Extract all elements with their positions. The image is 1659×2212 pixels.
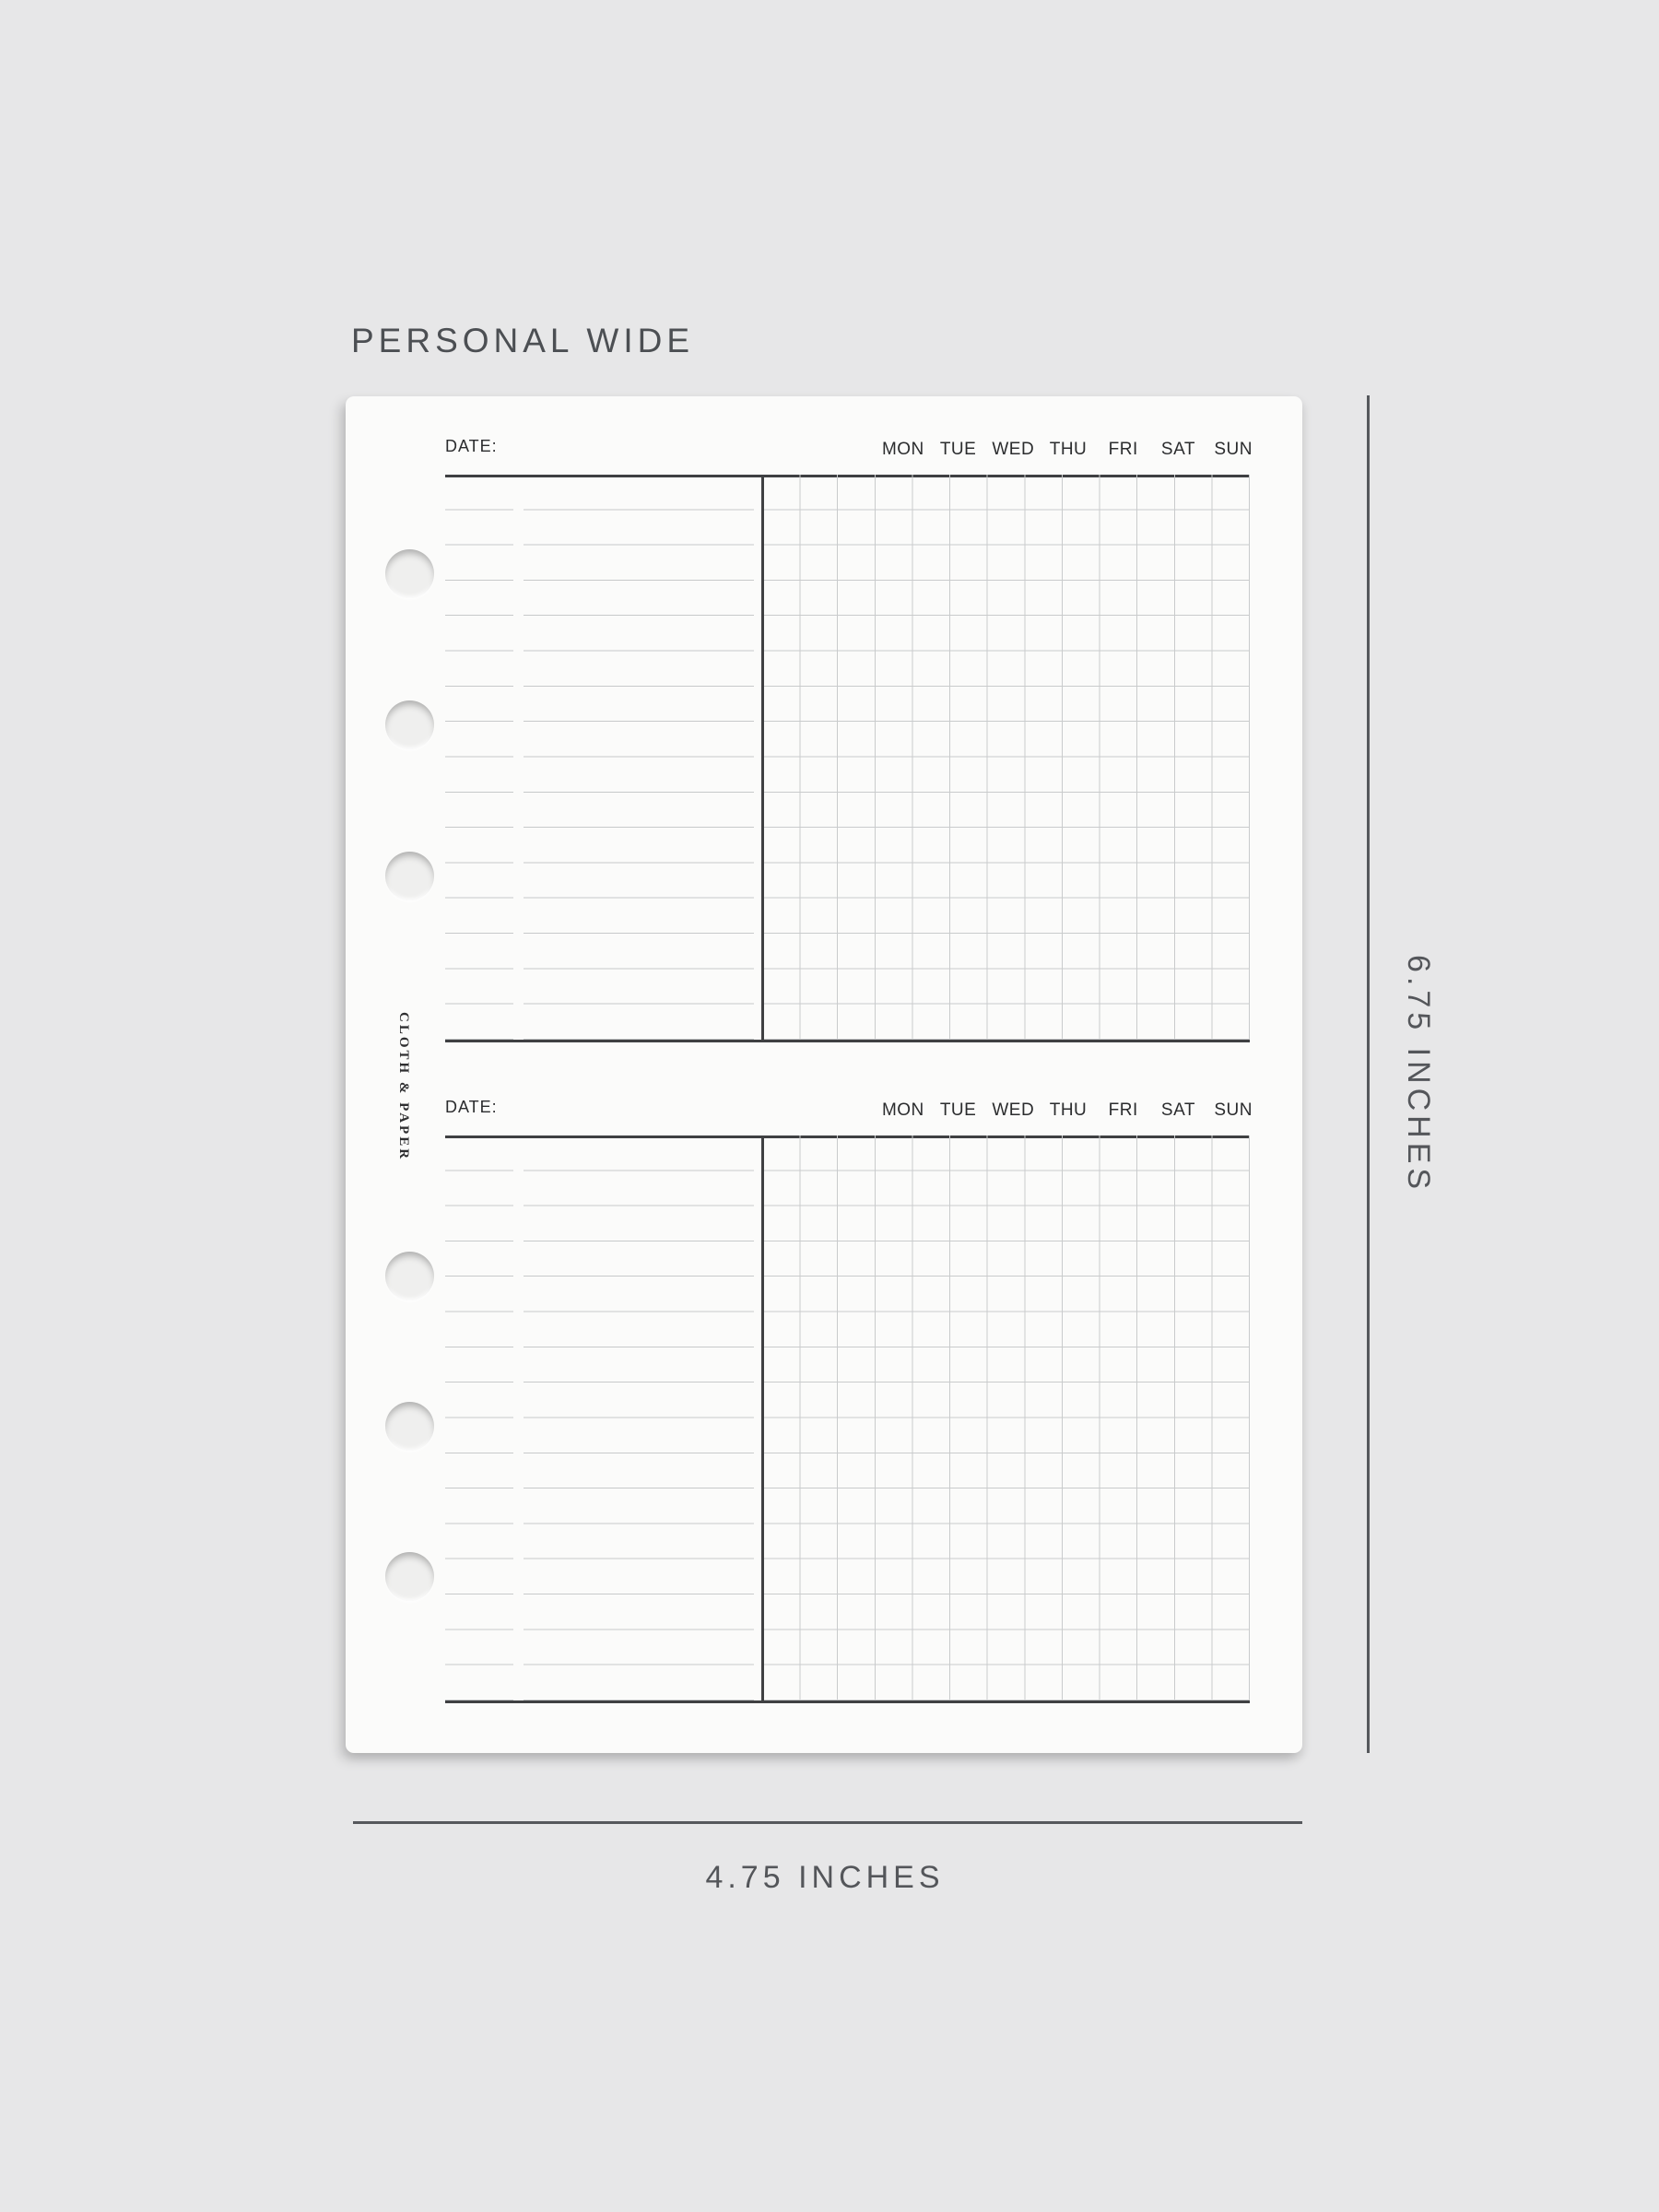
date-label: DATE: bbox=[445, 1098, 498, 1116]
day-label-wed: WED bbox=[992, 440, 1035, 459]
punch-hole bbox=[385, 549, 434, 598]
bottom-rule bbox=[445, 1040, 1250, 1042]
punch-hole bbox=[385, 1252, 434, 1300]
width-measurement-line bbox=[353, 1821, 1302, 1824]
ruled-lines-long-column bbox=[524, 475, 754, 1042]
day-header-row: MON TUE WED THU FRI SAT SUN bbox=[876, 441, 1261, 458]
planner-section-bottom: DATE: MON TUE WED THU FRI SAT SUN bbox=[445, 1099, 1252, 1703]
punch-hole bbox=[385, 1552, 434, 1601]
weekly-tracker-grid bbox=[763, 475, 1250, 1042]
day-header-row: MON TUE WED THU FRI SAT SUN bbox=[876, 1101, 1261, 1119]
day-label-mon: MON bbox=[881, 1100, 924, 1120]
ruled-lines-long-column bbox=[524, 1135, 754, 1703]
section-divider-line bbox=[761, 475, 764, 1042]
height-measurement-label: 6.75 INCHES bbox=[1401, 955, 1436, 1194]
day-label-tue: TUE bbox=[939, 1100, 977, 1120]
punch-hole bbox=[385, 852, 434, 900]
day-label-tue: TUE bbox=[939, 440, 977, 459]
day-label-sat: SAT bbox=[1160, 440, 1195, 459]
punch-hole bbox=[385, 1402, 434, 1451]
day-label-sun: SUN bbox=[1214, 1100, 1253, 1120]
day-label-sat: SAT bbox=[1160, 1100, 1195, 1120]
day-label-thu: THU bbox=[1049, 440, 1088, 459]
day-label-sun: SUN bbox=[1214, 440, 1253, 459]
brand-logo-text: CLOTH & PAPER bbox=[396, 1012, 411, 1162]
day-label-wed: WED bbox=[992, 1100, 1035, 1120]
ruled-lines-short-column bbox=[445, 475, 513, 1042]
day-label-thu: THU bbox=[1049, 1100, 1088, 1120]
product-title: PERSONAL WIDE bbox=[351, 322, 695, 359]
planner-section-top: DATE: MON TUE WED THU FRI SAT SUN bbox=[445, 438, 1252, 1042]
day-label-fri: FRI bbox=[1108, 1100, 1138, 1120]
section-divider-line bbox=[761, 1135, 764, 1703]
date-label: DATE: bbox=[445, 437, 498, 455]
width-measurement-label: 4.75 INCHES bbox=[705, 1860, 945, 1895]
day-label-mon: MON bbox=[881, 440, 924, 459]
height-measurement-line bbox=[1367, 395, 1370, 1753]
ruled-lines-short-column bbox=[445, 1135, 513, 1703]
bottom-rule bbox=[445, 1700, 1250, 1703]
day-label-fri: FRI bbox=[1108, 440, 1138, 459]
punch-hole bbox=[385, 700, 434, 749]
weekly-tracker-grid bbox=[763, 1135, 1250, 1703]
planner-page: DATE: MON TUE WED THU FRI SAT SUN DATE: … bbox=[346, 396, 1302, 1753]
